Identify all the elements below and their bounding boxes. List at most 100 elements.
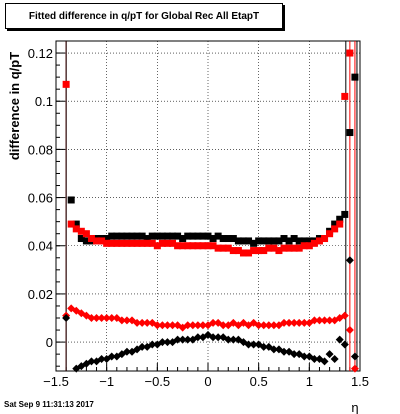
data-point [118,239,126,247]
data-point [82,237,90,245]
data-point [280,244,288,252]
y-tick-label: 0.1 [35,94,53,109]
data-point [224,335,233,344]
x-tick-label: 1 [306,374,313,389]
data-point [255,247,263,255]
data-point [229,235,237,243]
data-point [310,239,318,247]
data-point [300,352,309,361]
data-point [123,232,131,240]
data-point [209,242,217,250]
data-point [102,314,111,323]
data-point [138,318,147,327]
data-point [209,318,218,327]
data-point [158,232,166,240]
data-point [163,239,171,247]
data-point [260,247,268,255]
data-point [290,244,298,252]
data-point [285,244,293,252]
data-point [330,354,339,363]
data-point [340,311,349,320]
data-point [219,321,228,330]
data-point [219,235,227,243]
data-point [173,335,182,344]
data-point [249,340,258,349]
x-tick-label: −0.5 [144,374,170,389]
data-point [345,326,354,335]
data-point [320,357,329,366]
data-point [295,237,303,245]
series-1 [62,49,354,257]
data-point [255,237,263,245]
data-point [264,321,273,330]
data-point [345,256,354,265]
y-tick-label: 0.06 [28,191,53,206]
data-point [128,232,136,240]
data-point [260,237,268,245]
data-point [193,333,202,342]
data-point [87,314,96,323]
data-point [305,237,313,245]
data-point [234,237,242,245]
data-point [341,210,349,218]
data-point [108,239,116,247]
data-point [350,364,359,373]
data-point [163,321,172,330]
data-point [97,354,106,363]
data-point [275,237,283,245]
data-point [199,242,207,250]
data-point [62,80,70,88]
data-point [143,318,152,327]
data-point [290,350,299,359]
data-point [270,237,278,245]
data-point [254,321,263,330]
data-point [346,129,354,137]
data-point [265,237,273,245]
data-point [178,335,187,344]
data-point [72,220,80,228]
x-tick-label: 0.5 [250,374,268,389]
data-point [244,340,253,349]
data-point [123,239,131,247]
data-point [265,244,273,252]
data-point [92,314,101,323]
data-point [331,220,339,228]
data-point [239,249,247,257]
data-point [188,321,197,330]
data-point [326,230,334,238]
data-point [133,239,141,247]
data-point [93,237,101,245]
data-point [214,232,222,240]
data-point [62,314,71,323]
data-point [72,225,80,233]
data-point [128,239,136,247]
data-point [280,235,288,243]
data-point [280,318,288,327]
y-tick-label: 0.04 [28,239,53,254]
data-point [153,232,161,240]
y-tick-label: 0.12 [28,46,53,61]
data-point [310,354,319,363]
data-point [113,232,121,240]
data-point [331,225,339,233]
markers [62,41,359,373]
data-point [245,237,253,245]
data-point [209,333,218,342]
data-point [153,242,161,250]
data-point [184,232,192,240]
data-point [336,215,344,223]
data-point [234,247,242,255]
data-point [103,239,111,247]
data-point [290,318,299,327]
data-point [138,232,146,240]
data-point [158,321,167,330]
data-point [335,335,344,344]
data-point [108,232,116,240]
data-point [280,347,288,356]
data-point [67,196,75,204]
y-tick-label: 0.08 [28,142,53,157]
data-point [184,242,192,250]
data-point [107,314,116,323]
data-point [275,247,283,255]
data-point [259,321,268,330]
